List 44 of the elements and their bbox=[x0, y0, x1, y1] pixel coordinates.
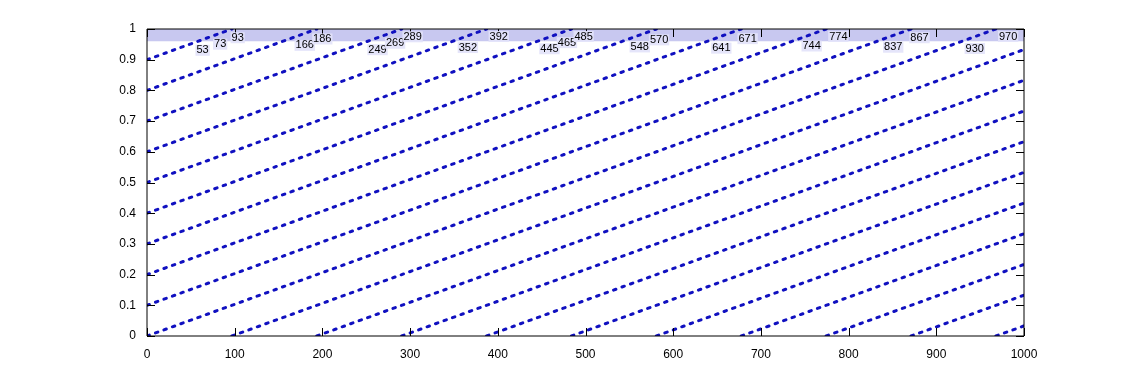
annotation: 970 bbox=[998, 29, 1018, 42]
annotation: 744 bbox=[802, 39, 821, 52]
y-tick-label: 0.6 bbox=[119, 144, 137, 159]
y-tick-label: 0.5 bbox=[119, 174, 137, 189]
annotation: 352 bbox=[458, 40, 478, 53]
y-tick-label: 0 bbox=[129, 328, 137, 343]
y-tick-label: 0.2 bbox=[119, 266, 137, 281]
x-tick-label: 0 bbox=[143, 346, 151, 361]
x-tick-label: 800 bbox=[838, 346, 859, 361]
y-tick-label: 0.7 bbox=[119, 113, 137, 128]
annotation: 548 bbox=[630, 39, 649, 52]
y-tick-label: 0.8 bbox=[119, 82, 137, 97]
x-tick-label: 900 bbox=[926, 346, 947, 361]
annotation: 867 bbox=[910, 30, 929, 43]
y-tick-label: 0.9 bbox=[119, 52, 137, 67]
x-tick-label: 300 bbox=[400, 346, 421, 361]
x-tick-label: 100 bbox=[224, 346, 246, 361]
annotation: 269 bbox=[385, 36, 405, 49]
annotation: 445 bbox=[540, 41, 559, 54]
y-tick-label: 0.3 bbox=[119, 236, 137, 251]
x-tick-label: 700 bbox=[750, 346, 772, 361]
annotation: 166 bbox=[295, 38, 314, 51]
annotation: 774 bbox=[829, 29, 848, 42]
y-tick-label: 0.4 bbox=[119, 205, 137, 220]
annotation: 93 bbox=[231, 30, 244, 43]
x-tick-label: 200 bbox=[312, 346, 333, 361]
annotation: 249 bbox=[368, 42, 387, 55]
annotation: 485 bbox=[574, 29, 593, 42]
x-tick-label: 1000 bbox=[1010, 346, 1038, 361]
y-tick-label: 1 bbox=[129, 21, 137, 36]
annotation: 392 bbox=[489, 29, 508, 42]
annotation: 73 bbox=[214, 37, 227, 50]
annotation: 289 bbox=[403, 29, 422, 42]
annotation: 641 bbox=[712, 41, 731, 54]
annotation: 930 bbox=[965, 41, 984, 54]
y-tick-label: 0.1 bbox=[119, 297, 137, 312]
annotation: 671 bbox=[738, 31, 757, 44]
annotation: 53 bbox=[196, 43, 209, 56]
x-tick-label: 500 bbox=[575, 346, 596, 361]
annotation: 570 bbox=[649, 32, 669, 45]
annotation: 186 bbox=[313, 31, 332, 44]
x-tick-label: 400 bbox=[487, 346, 509, 361]
x-tick-label: 600 bbox=[663, 346, 684, 361]
annotation: 837 bbox=[884, 40, 903, 53]
